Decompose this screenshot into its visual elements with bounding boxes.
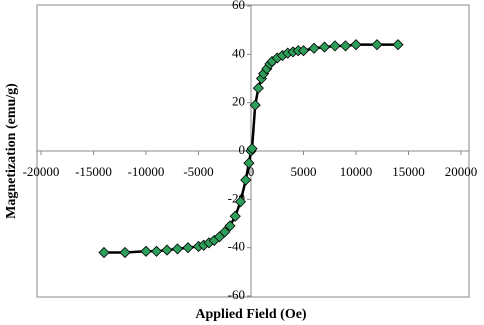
- data-point: [171, 243, 184, 255]
- data-point: [249, 99, 261, 111]
- data-line: [104, 43, 398, 254]
- data-point: [329, 40, 341, 52]
- data-point: [219, 226, 231, 238]
- x-tick-label: 20000: [445, 164, 478, 179]
- x-tick-label: -5000: [183, 164, 213, 179]
- x-tick-label: 0: [248, 164, 255, 179]
- data-point: [350, 39, 362, 51]
- x-tick-label: -10000: [128, 164, 165, 179]
- x-axis-title: Applied Field (Oe): [195, 307, 307, 322]
- x-tick-label: -15000: [75, 164, 112, 179]
- data-point: [150, 245, 163, 257]
- data-point: [392, 39, 404, 51]
- x-tick-label: 5000: [291, 164, 317, 179]
- data-point: [98, 246, 110, 259]
- data-point: [119, 246, 131, 259]
- y-tick-label: 40: [232, 45, 245, 60]
- data-point: [308, 42, 320, 54]
- x-tick-label: -20000: [23, 164, 60, 179]
- data-point: [252, 82, 264, 94]
- data-point: [224, 220, 236, 232]
- y-tick-label: 60: [232, 0, 245, 12]
- data-point: [140, 245, 152, 257]
- data-point: [161, 244, 173, 256]
- data-point: [243, 157, 255, 169]
- y-tick-label: 0: [239, 142, 246, 157]
- y-tick-label: 20: [232, 94, 245, 109]
- data-point: [339, 40, 352, 52]
- data-point: [229, 210, 241, 222]
- data-point: [240, 174, 252, 186]
- x-tick-label: 10000: [340, 164, 373, 179]
- x-tick-label: 15000: [392, 164, 425, 179]
- data-point: [182, 242, 194, 254]
- data-point: [297, 45, 310, 57]
- data-point: [246, 143, 258, 155]
- y-tick-label: -60: [228, 287, 245, 302]
- data-point: [318, 41, 331, 53]
- data-point: [234, 196, 247, 208]
- y-tick-label: -40: [228, 239, 245, 254]
- y-axis-title: Magnetization (emu/g): [4, 83, 19, 219]
- data-point: [371, 39, 383, 51]
